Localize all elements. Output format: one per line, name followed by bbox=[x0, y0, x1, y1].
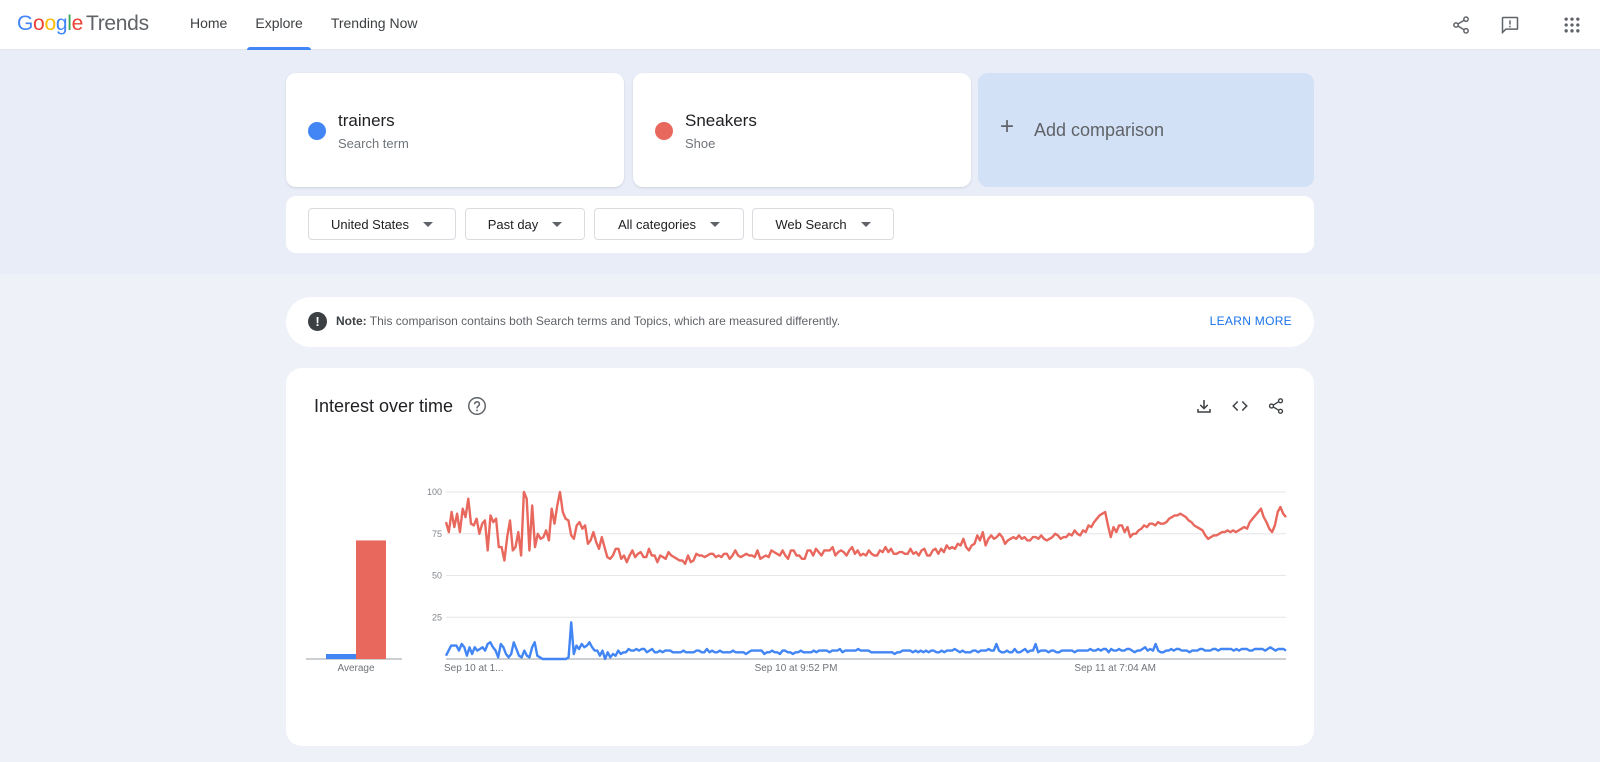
add-comparison-button[interactable]: + Add comparison bbox=[978, 73, 1314, 187]
series-line-sneakers bbox=[444, 490, 1287, 566]
learn-more-link[interactable]: LEARN MORE bbox=[1209, 314, 1292, 328]
nav-home[interactable]: Home bbox=[190, 15, 228, 31]
main-nav: Home Explore Trending Now bbox=[182, 0, 437, 50]
apps-icon[interactable] bbox=[1557, 10, 1587, 40]
top-bar: Google Trends Home Explore Trending Now bbox=[0, 0, 1600, 50]
filter-label: United States bbox=[330, 216, 410, 232]
x-tick-label: Sep 10 at 1... bbox=[444, 663, 504, 674]
logo-letter: o bbox=[33, 12, 45, 35]
caret-down-icon bbox=[860, 221, 871, 227]
filter-label: All categories bbox=[617, 216, 697, 232]
nav-explore[interactable]: Explore bbox=[247, 0, 312, 50]
term-name: trainers bbox=[338, 111, 395, 130]
logo-letter: G bbox=[17, 12, 34, 35]
series-line-trainers bbox=[444, 621, 1287, 661]
term-color-dot bbox=[308, 122, 326, 140]
average-bar-trainers bbox=[326, 653, 356, 659]
term-card-trainers[interactable]: trainers Search term bbox=[286, 73, 624, 187]
average-label: Average bbox=[337, 663, 375, 674]
average-bar-sneakers bbox=[356, 540, 386, 659]
download-icon[interactable] bbox=[1192, 394, 1216, 418]
term-name: Sneakers bbox=[685, 111, 757, 130]
filter-search-type[interactable]: Web Search bbox=[752, 208, 894, 240]
filter-time-range[interactable]: Past day bbox=[465, 208, 585, 240]
term-card-sneakers[interactable]: Sneakers Shoe bbox=[633, 73, 971, 187]
logo-letter: e bbox=[71, 12, 84, 35]
x-tick-label: Sep 10 at 9:52 PM bbox=[755, 663, 838, 674]
share-icon[interactable] bbox=[1446, 10, 1476, 40]
term-type: Search term bbox=[338, 136, 409, 151]
measurement-note: ! Note: This comparison contains both Se… bbox=[286, 297, 1314, 347]
term-type: Shoe bbox=[685, 136, 716, 151]
caret-down-icon bbox=[423, 221, 434, 227]
add-comparison-label: Add comparison bbox=[1034, 120, 1165, 140]
average-bars: Average bbox=[306, 540, 402, 674]
interest-over-time-card: Interest over time Average 100 75 50 25 Sep… bbox=[286, 368, 1314, 746]
filter-region[interactable]: United States bbox=[308, 208, 456, 240]
y-tick-label: 25 bbox=[432, 612, 442, 622]
caret-down-icon bbox=[552, 221, 563, 227]
filter-label: Web Search bbox=[775, 216, 847, 232]
chart-title: Interest over time bbox=[314, 396, 454, 416]
card-share-icon[interactable] bbox=[1264, 394, 1288, 418]
google-trends-logo[interactable]: Google Trends bbox=[17, 12, 149, 36]
caret-down-icon bbox=[710, 221, 721, 227]
note-body: This comparison contains both Search ter… bbox=[366, 314, 841, 328]
logo-trends-text: Trends bbox=[85, 12, 149, 35]
note-bold: Note: bbox=[336, 314, 367, 328]
plus-icon: + bbox=[1000, 113, 1015, 140]
filter-label: Past day bbox=[487, 216, 539, 232]
logo-letter: l bbox=[67, 12, 72, 35]
filter-bar: United States Past day All categories We… bbox=[286, 196, 1314, 253]
y-tick-label: 50 bbox=[432, 571, 442, 581]
logo-letter: g bbox=[55, 12, 68, 35]
chart-grid: 100 75 50 25 bbox=[427, 487, 1286, 660]
x-axis-ticks: Sep 10 at 1... Sep 10 at 9:52 PM Sep 11 at… bbox=[444, 663, 1156, 674]
nav-trending-now[interactable]: Trending Now bbox=[330, 15, 418, 31]
x-tick-label: Sep 11 at 7:04 AM bbox=[1074, 663, 1156, 674]
alert-icon: ! bbox=[308, 312, 327, 331]
logo-letter: o bbox=[44, 12, 56, 35]
filter-category[interactable]: All categories bbox=[594, 208, 744, 240]
embed-icon[interactable] bbox=[1228, 394, 1252, 418]
help-icon[interactable] bbox=[466, 395, 488, 417]
feedback-icon[interactable] bbox=[1495, 10, 1525, 40]
term-color-dot bbox=[655, 122, 673, 140]
note-text: Note: This comparison contains both Sear… bbox=[336, 314, 840, 328]
y-tick-label: 75 bbox=[432, 529, 442, 539]
chart-lines bbox=[444, 490, 1287, 661]
y-tick-label: 100 bbox=[427, 487, 442, 497]
